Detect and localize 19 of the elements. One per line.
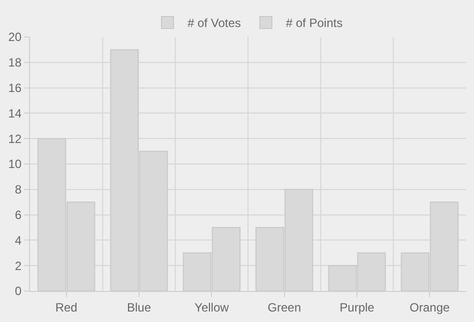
legend-label: # of Points (286, 16, 343, 30)
y-tick-label: 10 (8, 157, 22, 172)
x-tick-label: Purple (340, 300, 375, 314)
legend-label: # of Votes (188, 16, 241, 30)
y-tick-label: 4 (14, 233, 22, 248)
y-tick-label: 2 (14, 258, 22, 273)
y-tick-label: 6 (14, 208, 22, 222)
y-tick-label: 18 (8, 56, 22, 70)
y-tick-label: 16 (8, 81, 22, 95)
x-tick-label: Green (268, 300, 302, 314)
x-tick-label: Yellow (194, 300, 230, 314)
x-tick-label: Orange (410, 300, 450, 314)
y-tick-label: 0 (14, 284, 22, 298)
y-tick-label: 12 (8, 132, 22, 146)
y-tick-label: 20 (8, 30, 22, 44)
y-tick-label: 14 (8, 106, 22, 120)
x-tick-label: Blue (126, 300, 152, 314)
y-tick-label: 8 (14, 182, 22, 197)
x-tick-label: Red (55, 300, 78, 314)
